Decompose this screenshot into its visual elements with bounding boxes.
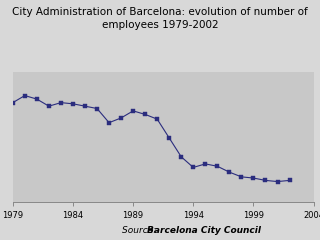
Text: Barcelona City Council: Barcelona City Council: [147, 226, 261, 235]
Text: City Administration of Barcelona: evolution of number of
employees 1979-2002: City Administration of Barcelona: evolut…: [12, 7, 308, 30]
Text: Source:: Source:: [122, 226, 159, 235]
